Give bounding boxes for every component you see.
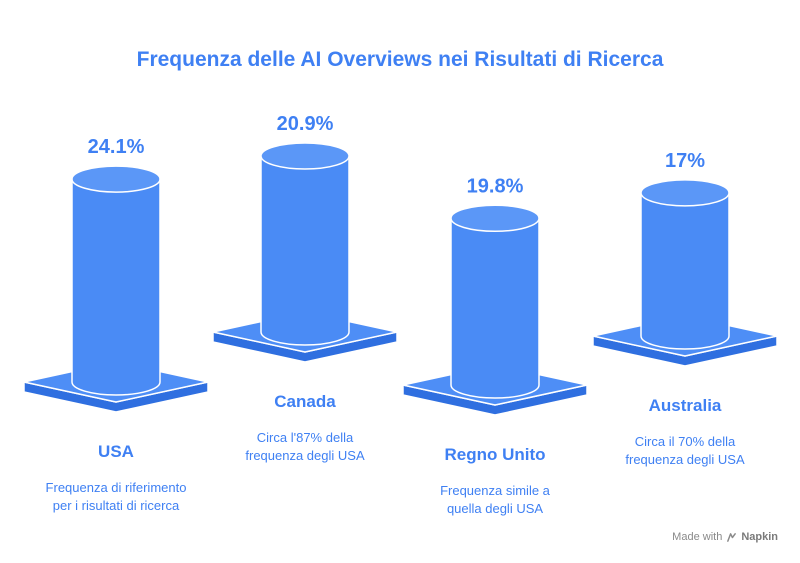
description-line: Circa l'87% della bbox=[257, 430, 354, 445]
cylinder-body bbox=[640, 192, 730, 350]
chart-title: Frequenza delle AI Overviews nei Risulta… bbox=[136, 48, 664, 71]
category-label: Regno Unito bbox=[444, 445, 545, 464]
description-line: frequenza degli USA bbox=[625, 452, 745, 467]
cylinder-body bbox=[71, 178, 161, 396]
category-label: Australia bbox=[649, 396, 722, 415]
value-label: 20.9% bbox=[277, 113, 334, 135]
cylinder-top bbox=[640, 179, 730, 207]
watermark: Made with Napkin bbox=[672, 531, 778, 543]
value-label: 19.8% bbox=[467, 175, 524, 197]
cylinder-top bbox=[71, 165, 161, 193]
value-label: 24.1% bbox=[88, 136, 145, 158]
watermark-brand: Napkin bbox=[741, 531, 778, 543]
description-line: frequenza degli USA bbox=[245, 448, 365, 463]
cylinder-body bbox=[260, 155, 350, 346]
bar-canada: 20.9% Canada Circa l'87% della frequenza de… bbox=[212, 113, 398, 463]
value-label: 17% bbox=[665, 150, 705, 172]
cylinder-top bbox=[450, 204, 540, 233]
cylinder-top bbox=[260, 142, 350, 170]
watermark-prefix: Made with bbox=[672, 531, 723, 543]
description-line: Frequenza di riferimento bbox=[46, 480, 187, 495]
category-label: Canada bbox=[274, 392, 336, 411]
description-line: Circa il 70% della bbox=[635, 434, 736, 449]
cylinder-body bbox=[450, 217, 540, 399]
bar-australia: 17% Australia Circa il 70% della frequenza … bbox=[592, 150, 778, 467]
category-label: USA bbox=[98, 442, 134, 461]
description-line: quella degli USA bbox=[447, 501, 543, 516]
bar-usa: 24.1% USA Frequenza di riferimento per i ri… bbox=[23, 136, 209, 513]
napkin-logo-icon bbox=[727, 532, 737, 542]
description-line: per i risultati di ricerca bbox=[53, 498, 180, 513]
description-line: Frequenza simile a bbox=[440, 483, 551, 498]
bar-regno-unito: 19.8% Regno Unito Frequenza simile a quella… bbox=[402, 175, 588, 516]
